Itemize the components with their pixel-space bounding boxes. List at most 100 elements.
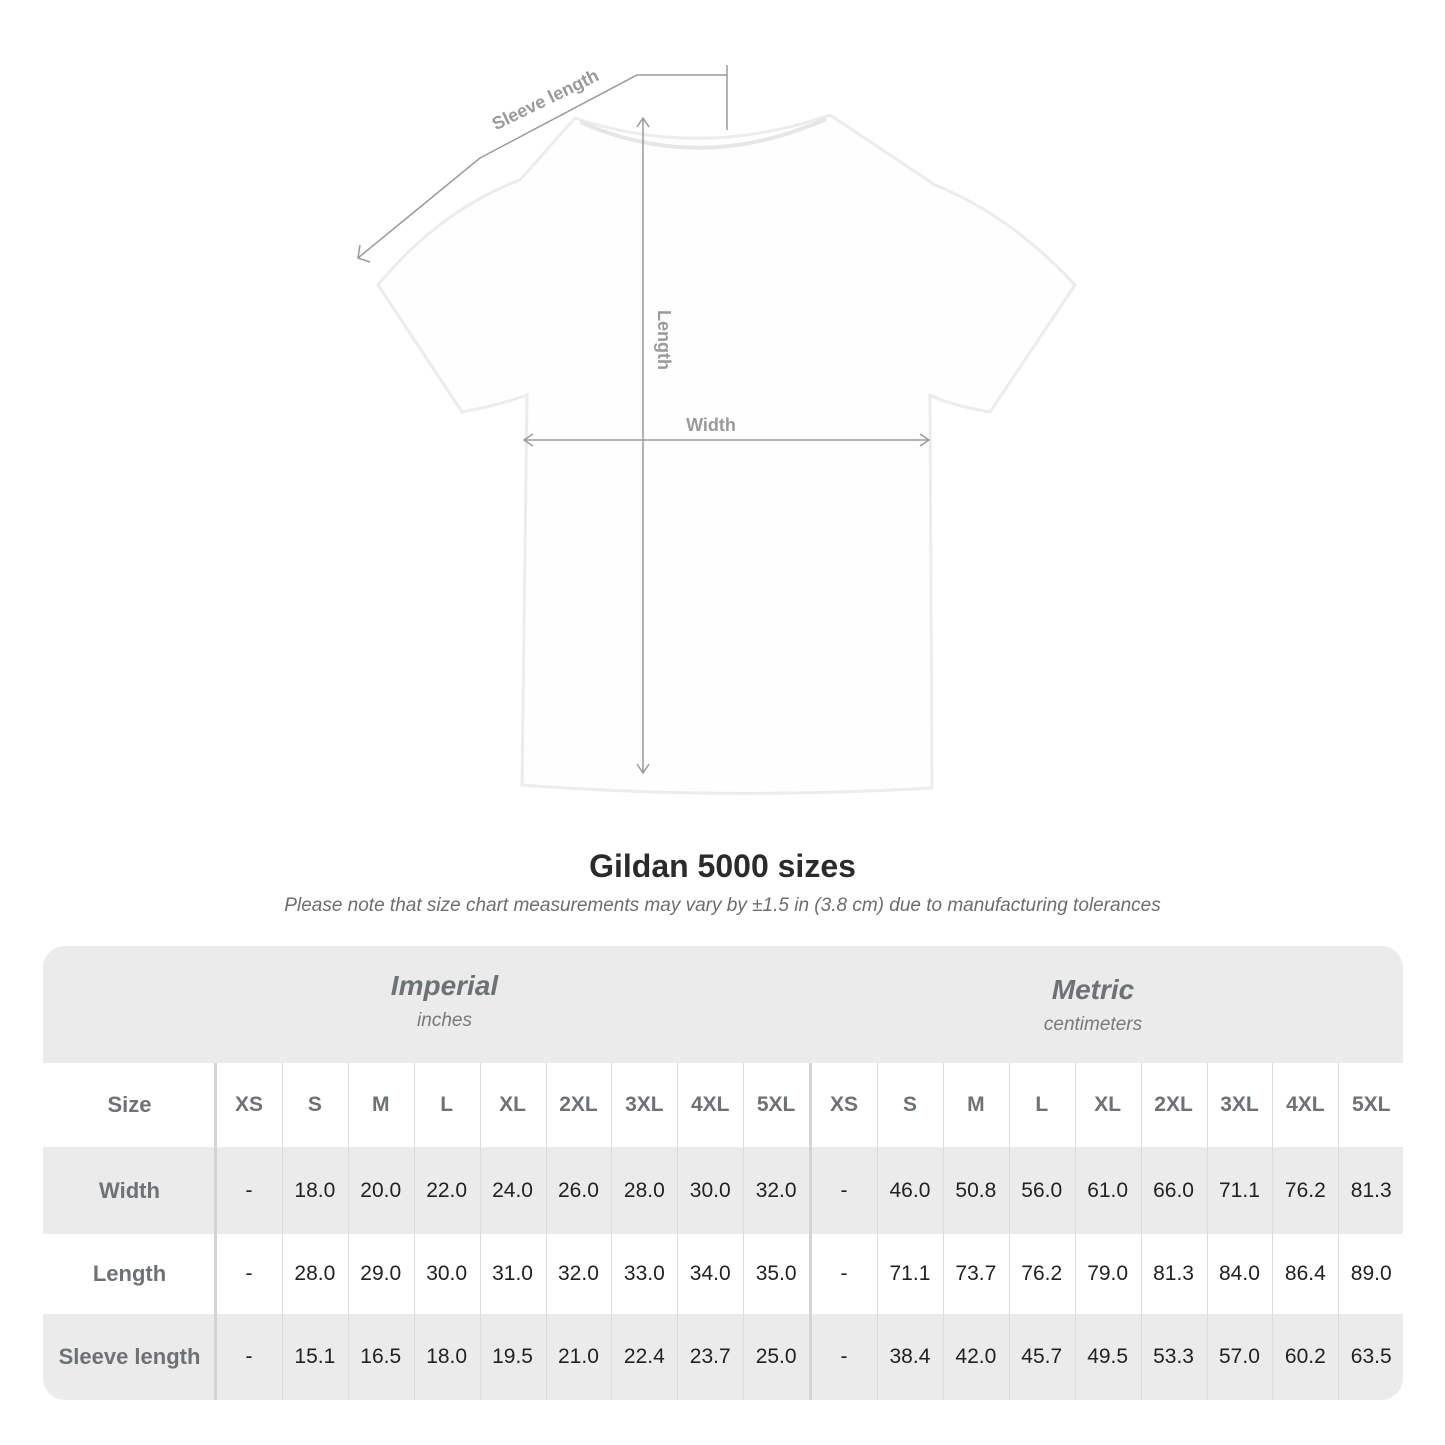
column-divider — [1140, 1063, 1142, 1400]
metric-value-cell: 76.2 — [1021, 1262, 1063, 1285]
imperial-value-cell: 28.0 — [623, 1178, 665, 1202]
imperial-value-cell: - — [245, 1262, 253, 1285]
imperial-value-cell: 32.0 — [558, 1262, 599, 1285]
imperial-value-cell: 25.0 — [755, 1345, 797, 1368]
imperial-value-cell: 31.0 — [492, 1262, 533, 1285]
column-divider — [214, 1063, 217, 1400]
metric-value-cell: 71.1 — [889, 1262, 931, 1285]
column-divider — [877, 1063, 878, 1400]
metric-value-cell: 49.5 — [1087, 1345, 1129, 1368]
metric-value-cell: 38.4 — [889, 1345, 931, 1368]
row-label: Length — [92, 1261, 167, 1286]
size-column-header: 5XL — [756, 1093, 796, 1116]
size-column-header: 2XL — [1154, 1093, 1193, 1116]
column-divider — [545, 1063, 547, 1400]
metric-header: Metric centimeters — [808, 974, 1378, 1036]
size-column-header: XL — [499, 1093, 526, 1116]
metric-value-cell: 66.0 — [1153, 1178, 1194, 1202]
metric-value-cell: 60.2 — [1284, 1345, 1326, 1368]
imperial-value-cell: - — [245, 1345, 253, 1368]
column-divider — [809, 1063, 813, 1400]
size-column-header: 4XL — [690, 1093, 730, 1116]
column-divider — [1338, 1063, 1340, 1400]
imperial-value-cell: 30.0 — [689, 1178, 731, 1202]
metric-title: Metric — [1051, 974, 1135, 1005]
column-divider — [347, 1063, 349, 1400]
row-band — [43, 1314, 1403, 1400]
imperial-value-cell: 30.0 — [426, 1262, 468, 1285]
metric-value-cell: - — [840, 1178, 848, 1202]
column-divider — [743, 1063, 745, 1400]
column-divider — [677, 1063, 679, 1400]
imperial-value-cell: 18.0 — [426, 1345, 468, 1368]
imperial-value-cell: 28.0 — [294, 1262, 336, 1285]
metric-value-cell: 57.0 — [1219, 1345, 1260, 1368]
column-divider — [611, 1063, 613, 1400]
column-divider — [413, 1063, 415, 1400]
size-column-header: 2XL — [559, 1093, 598, 1116]
imperial-header: Imperial inches — [216, 970, 673, 1032]
imperial-value-cell: 23.7 — [689, 1345, 731, 1368]
chart-title: Gildan 5000 sizes — [589, 848, 856, 884]
size-column-header: XS — [830, 1093, 859, 1116]
imperial-value-cell: 16.5 — [360, 1345, 402, 1368]
size-column-header: 3XL — [625, 1093, 664, 1116]
imperial-value-cell: 35.0 — [755, 1262, 797, 1285]
imperial-value-cell: 34.0 — [689, 1262, 731, 1285]
metric-value-cell: 81.3 — [1153, 1262, 1194, 1285]
size-column-header: 3XL — [1220, 1093, 1259, 1116]
imperial-value-cell: 15.1 — [294, 1345, 336, 1368]
metric-value-cell: 84.0 — [1219, 1262, 1260, 1285]
units-header-band — [43, 946, 1403, 1063]
metric-value-cell: 71.1 — [1219, 1178, 1260, 1202]
imperial-value-cell: 29.0 — [360, 1262, 402, 1285]
column-divider — [1272, 1063, 1274, 1400]
metric-value-cell: 53.3 — [1153, 1345, 1194, 1368]
size-column-header: 5XL — [1351, 1093, 1391, 1116]
size-column-header: S — [902, 1093, 917, 1116]
metric-unit: centimeters — [1043, 1014, 1143, 1035]
metric-value-cell: 79.0 — [1087, 1262, 1129, 1285]
column-divider — [281, 1063, 283, 1400]
size-column-header: M — [967, 1093, 985, 1116]
row-label: Width — [99, 1177, 160, 1203]
imperial-value-cell: 19.5 — [492, 1345, 533, 1368]
size-column-header: S — [307, 1093, 322, 1116]
metric-value-cell: 76.2 — [1284, 1178, 1326, 1202]
length-label: Length — [654, 310, 674, 370]
imperial-value-cell: 21.0 — [558, 1345, 599, 1368]
size-column-header: XL — [1094, 1093, 1122, 1116]
metric-value-cell: 61.0 — [1087, 1178, 1129, 1202]
column-divider — [942, 1063, 944, 1400]
imperial-value-cell: 22.0 — [426, 1178, 468, 1202]
imperial-value-cell: 20.0 — [360, 1178, 402, 1202]
column-divider — [1008, 1063, 1010, 1400]
metric-value-cell: 45.7 — [1021, 1345, 1063, 1368]
tshirt-diagram: Sleeve length Length Width — [357, 65, 1077, 795]
metric-value-cell: - — [840, 1345, 848, 1368]
metric-value-cell: - — [840, 1262, 848, 1285]
imperial-value-cell: 24.0 — [492, 1178, 533, 1202]
imperial-value-cell: 32.0 — [755, 1178, 797, 1202]
imperial-value-cell: - — [245, 1178, 253, 1202]
metric-value-cell: 73.7 — [955, 1262, 997, 1285]
imperial-unit: inches — [417, 1010, 472, 1031]
metric-value-cell: 56.0 — [1021, 1178, 1063, 1202]
column-divider — [1206, 1063, 1208, 1400]
metric-value-cell: 86.4 — [1284, 1262, 1326, 1285]
size-header: Size — [107, 1092, 152, 1117]
metric-value-cell: 42.0 — [955, 1345, 997, 1368]
size-column-header: XS — [234, 1093, 263, 1116]
column-divider — [1074, 1063, 1076, 1400]
metric-value-cell: 81.3 — [1350, 1178, 1392, 1202]
row-label: Sleeve length — [58, 1344, 201, 1369]
imperial-value-cell: 33.0 — [623, 1262, 665, 1285]
size-table: Imperial inches Metric centimeters Size X… — [43, 946, 1403, 1400]
size-column-header: M — [371, 1093, 390, 1116]
metric-value-cell: 50.8 — [955, 1178, 997, 1202]
tshirt-image — [376, 113, 1077, 795]
column-divider — [479, 1063, 481, 1400]
size-column-header: 4XL — [1286, 1093, 1325, 1116]
imperial-value-cell: 22.4 — [623, 1345, 665, 1368]
size-column-header: L — [440, 1093, 454, 1116]
